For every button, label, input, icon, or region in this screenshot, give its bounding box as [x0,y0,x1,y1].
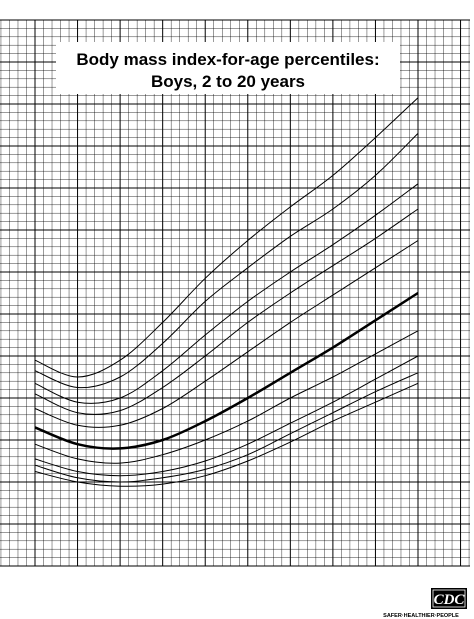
chart-title: Body mass index-for-age percentiles: [76,50,379,69]
percentile-curve [34,133,419,389]
logo-tagline: SAFER·HEALTHIER·PEOPLE [383,613,459,619]
percentile-curve [34,208,419,415]
logo-text: CDC [434,592,466,608]
logo-box [431,588,467,609]
percentile-curve [34,382,419,487]
percentile-curve [34,372,419,483]
percentile-curve [34,291,419,450]
percentile-curve [34,97,419,378]
chart-subtitle: Boys, 2 to 20 years [151,72,305,91]
title-box [56,42,400,94]
percentile-curve [34,330,419,464]
curves [34,97,419,487]
logo-frame [432,589,466,608]
grid [0,19,470,567]
percentile-curve [34,355,419,477]
percentile-curve [34,183,419,404]
percentile-curve [34,240,419,428]
